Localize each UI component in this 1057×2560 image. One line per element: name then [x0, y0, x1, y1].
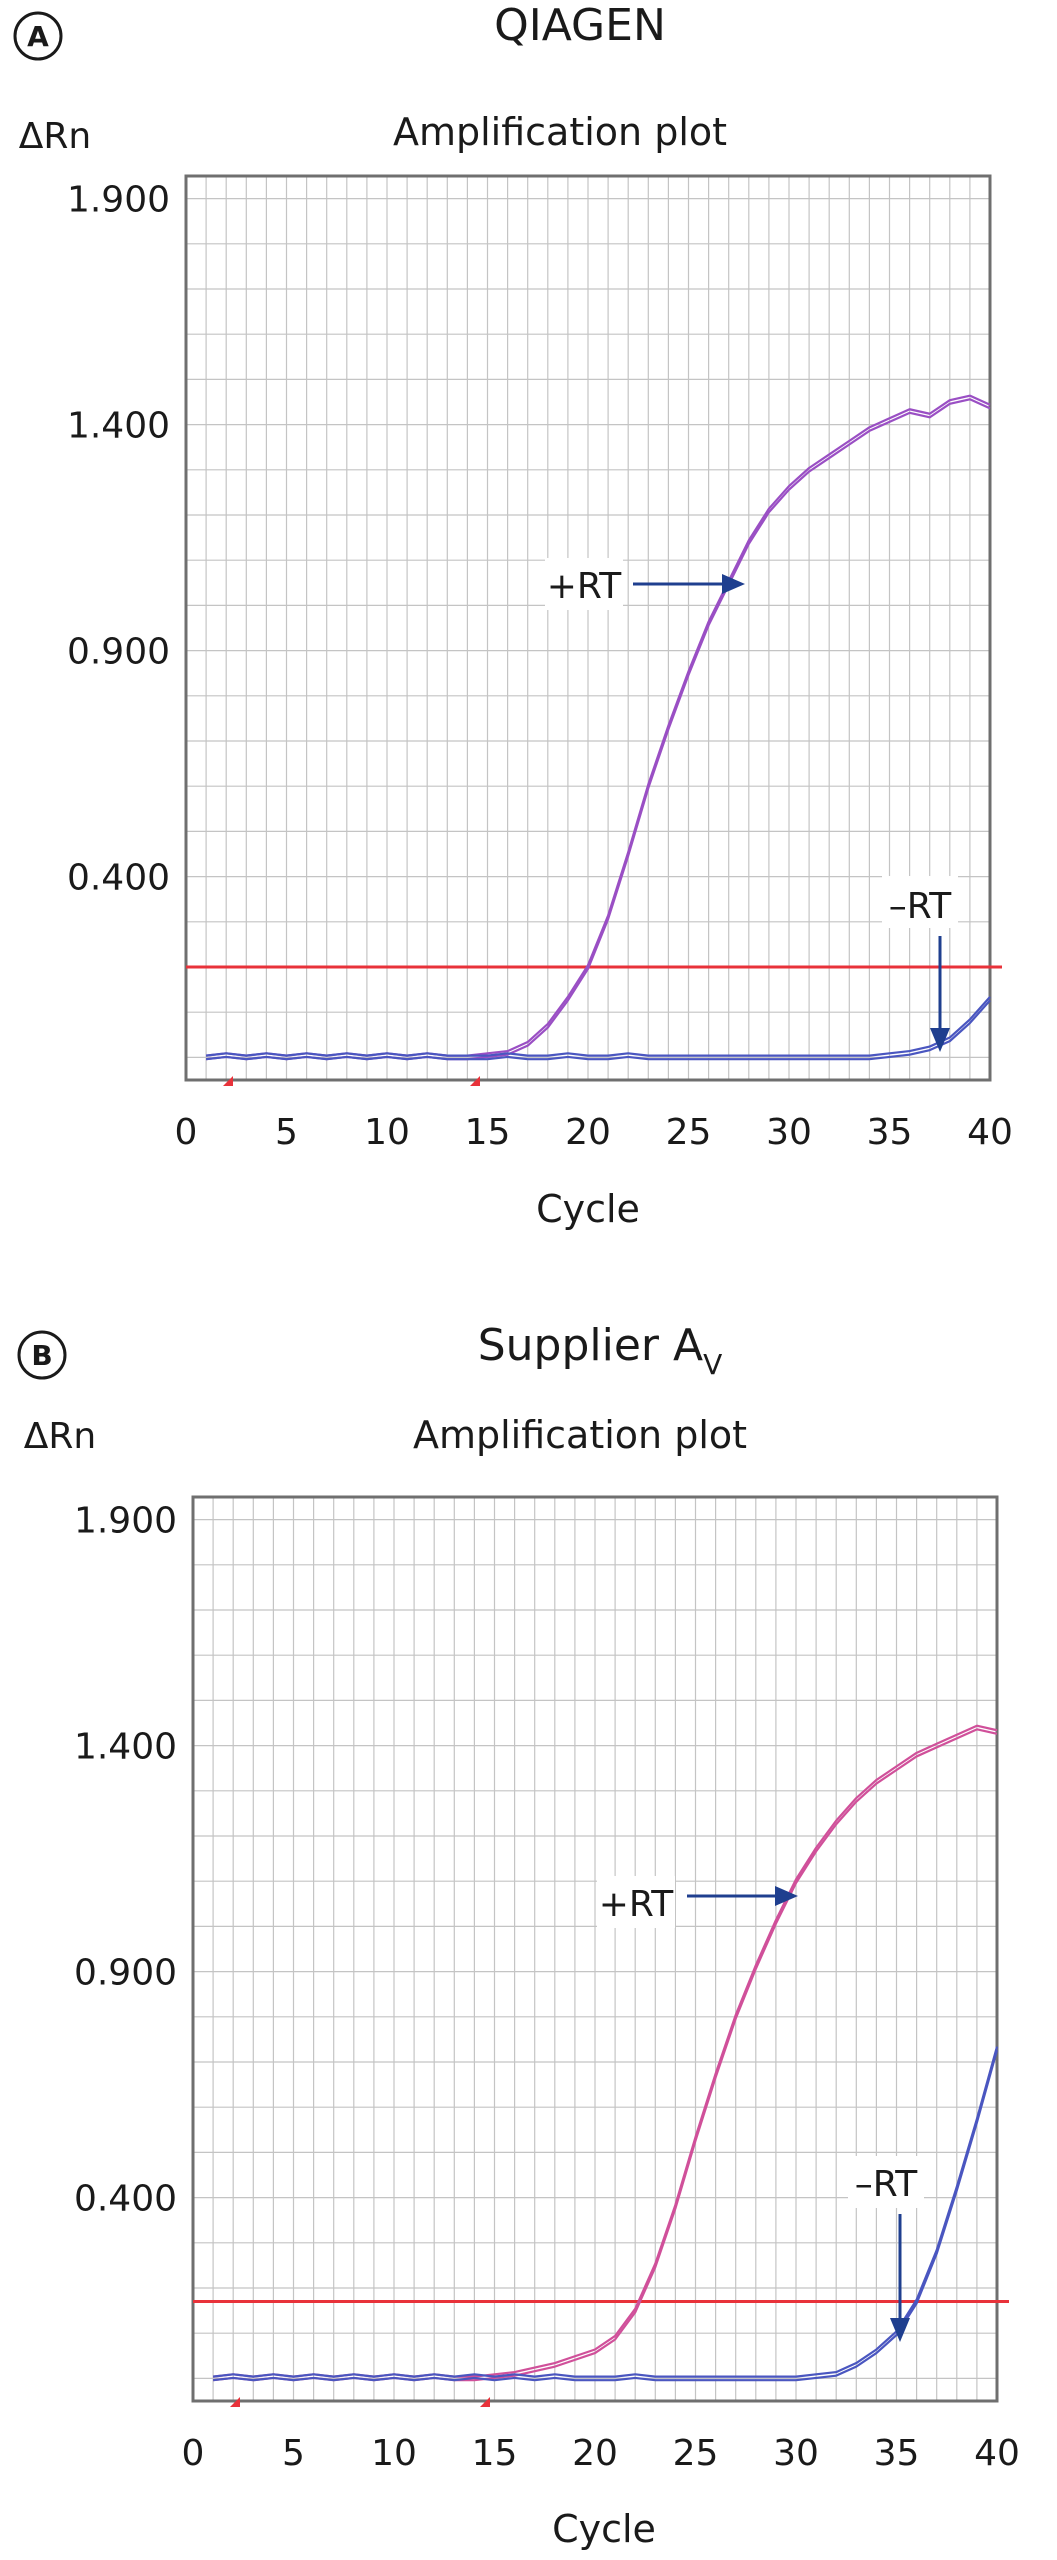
baseline-end-marker [470, 1076, 480, 1086]
y-tick-label: 1.400 [67, 406, 170, 447]
y-tick-label: 0.400 [74, 2179, 177, 2220]
x-tick-labels: 0 5 10 15 20 25 30 35 40 [175, 1112, 1013, 1153]
series-line [205, 394, 991, 1057]
series-layer [212, 1724, 999, 2382]
y-tick-label: 1.400 [74, 1727, 177, 1768]
y-tick-label: 0.900 [74, 1953, 177, 1994]
x-tick-label: 20 [572, 2433, 618, 2474]
chart-subtitle: Amplification plot [393, 110, 727, 154]
x-tick-label: 5 [275, 1112, 298, 1153]
x-tick-label: 0 [182, 2433, 205, 2474]
series-line [205, 999, 991, 1061]
x-tick-label: 5 [282, 2433, 305, 2474]
series-line [212, 1728, 998, 2382]
x-tick-label: 25 [666, 1112, 712, 1153]
baseline-start-marker [230, 2397, 240, 2407]
x-tick-labels: 0 5 10 15 20 25 30 35 40 [182, 2433, 1020, 2474]
chart-subtitle: Amplification plot [413, 1413, 747, 1457]
x-axis-label: Cycle [552, 2507, 656, 2551]
annotation-plus-rt: +RT [547, 566, 623, 607]
series-line [205, 398, 991, 1061]
annotation-plus-rt: +RT [599, 1884, 675, 1925]
annotation-arrowhead-minus-rt [890, 2318, 910, 2342]
start-markers [223, 1076, 480, 1086]
start-markers [230, 2397, 490, 2407]
x-tick-label: 40 [967, 1112, 1013, 1153]
plus-rt-annotation: +RT [597, 1876, 798, 1928]
x-tick-label: 35 [874, 2433, 920, 2474]
annotation-arrowhead-plus-rt [775, 1886, 798, 1906]
series-line [212, 2049, 999, 2382]
annotation-arrowhead-plus-rt [722, 574, 745, 594]
y-axis-label: ΔRn [19, 116, 91, 157]
chart-panel-b: B Supplier AV ΔRn Amplification plot 0.4… [17, 1320, 1020, 2551]
x-tick-label: 35 [867, 1112, 913, 1153]
series-line [205, 996, 991, 1057]
panel-label: B [31, 1339, 52, 1372]
y-axis-label: ΔRn [24, 1416, 96, 1457]
y-tick-label: 1.900 [74, 1501, 177, 1542]
annotation-minus-rt: –RT [889, 886, 952, 927]
series-layer [205, 394, 991, 1061]
plot-grid [186, 176, 990, 1080]
x-tick-label: 10 [364, 1112, 410, 1153]
panel-label-badge: B [17, 1330, 67, 1380]
y-tick-label: 1.900 [67, 180, 170, 221]
chart-title: Supplier AV [478, 1320, 723, 1381]
baseline-end-marker [480, 2397, 490, 2407]
x-tick-label: 15 [465, 1112, 511, 1153]
y-tick-labels: 0.400 0.900 1.400 1.900 [74, 1501, 177, 2220]
x-tick-label: 20 [565, 1112, 611, 1153]
chart-title-subscript: V [703, 1348, 722, 1381]
chart-panel-a: A QIAGEN ΔRn Amplification plot 0.400 0.9… [13, 0, 1013, 1231]
y-tick-label: 0.400 [67, 858, 170, 899]
annotation-arrowhead-minus-rt [930, 1028, 950, 1052]
series-line [212, 2046, 999, 2378]
minus-rt-annotation: –RT [848, 2156, 924, 2342]
baseline-start-marker [223, 1076, 233, 1086]
annotation-minus-rt: –RT [855, 2164, 918, 2205]
panel-label-badge: A [13, 11, 63, 61]
x-tick-label: 25 [673, 2433, 719, 2474]
x-tick-label: 30 [773, 2433, 819, 2474]
y-tick-label: 0.900 [67, 632, 170, 673]
minus-rt-annotation: –RT [882, 876, 958, 1052]
plot-grid [193, 1497, 997, 2401]
x-tick-label: 10 [371, 2433, 417, 2474]
series-line [212, 1724, 998, 2378]
x-axis-label: Cycle [536, 1187, 640, 1231]
chart-title: QIAGEN [494, 0, 666, 51]
panel-label: A [27, 20, 49, 53]
chart-title-main: Supplier A [478, 1320, 703, 1371]
x-tick-label: 15 [472, 2433, 518, 2474]
plot-frame [184, 174, 992, 1082]
y-tick-labels: 0.400 0.900 1.400 1.900 [67, 180, 170, 899]
x-tick-label: 40 [974, 2433, 1020, 2474]
x-tick-label: 30 [766, 1112, 812, 1153]
plus-rt-annotation: +RT [545, 558, 745, 610]
x-tick-label: 0 [175, 1112, 198, 1153]
plot-frame [191, 1495, 999, 2403]
